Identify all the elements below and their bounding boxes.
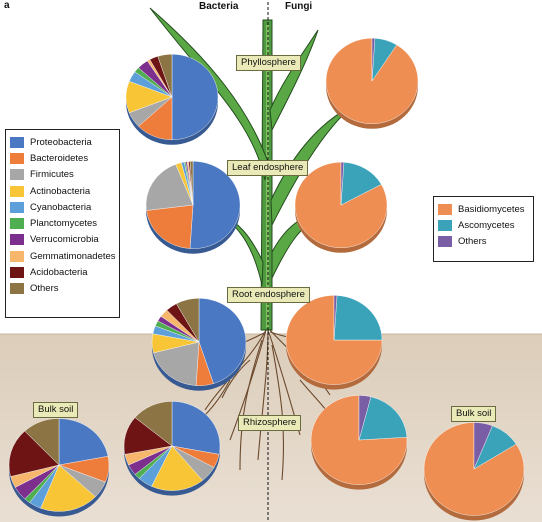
- pie-slice-others: [24, 418, 60, 466]
- pie-slice-actinobacteria: [40, 464, 96, 512]
- root-strand: [299, 379, 327, 411]
- bacteria-legend-item: Planctomycetes: [6, 215, 119, 231]
- bacteria-legend-item: Actinobacteria: [6, 183, 119, 199]
- fungi-legend-item: Others: [434, 234, 533, 250]
- legend-swatch: [10, 283, 24, 295]
- pie-slice-others: [340, 162, 345, 206]
- pie-slice-bacteroidetes: [146, 204, 194, 249]
- bulk-soil-tag-bacteria: Bulk soil: [33, 402, 79, 418]
- pie-slice-proteobacteria: [189, 161, 241, 249]
- pie-slice-ascomycetes: [333, 295, 383, 341]
- fungi-phyllosphere-pie: [325, 38, 419, 129]
- bacteria-legend-item: Bacteroidetes: [6, 150, 119, 166]
- bacteria-bulk-soil-pie: [8, 418, 110, 517]
- legend-swatch: [438, 236, 452, 248]
- pie-slice-others: [358, 395, 372, 441]
- fungi-root-endosphere-pie: [285, 295, 383, 390]
- legend-label: Verrucomicrobia: [30, 234, 99, 246]
- legend-swatch: [10, 201, 24, 213]
- legend-label: Basidiomycetes: [458, 203, 525, 215]
- leaf-endosphere-tag: Leaf endosphere: [227, 160, 309, 176]
- legend-label: Actinobacteria: [30, 185, 91, 197]
- pie-slice-proteobacteria: [198, 298, 247, 384]
- legend-label: Planctomycetes: [30, 218, 98, 230]
- bacteria-legend-item: Acidobacteria: [6, 264, 119, 280]
- legend-swatch: [10, 267, 24, 279]
- phyllosphere-tag: Phyllosphere: [236, 55, 301, 71]
- legend-label: Bacteroidetes: [30, 152, 89, 164]
- fungi-legend-item: Ascomycetes: [434, 217, 533, 233]
- legend-swatch: [10, 185, 24, 197]
- legend-label: Acidobacteria: [30, 267, 88, 279]
- legend-swatch: [10, 152, 24, 164]
- fungi-leaf-endosphere-pie: [294, 162, 388, 253]
- bacteria-legend-item: Firmicutes: [6, 167, 119, 183]
- fungi-rhizosphere-pie: [310, 395, 408, 490]
- root-strand: [221, 359, 251, 399]
- bacteria-legend-item: Gemmatimonadetes: [6, 248, 119, 264]
- leaf-upper-right: [269, 29, 319, 132]
- legend-label: Proteobacteria: [30, 136, 92, 148]
- fungi-header: Fungi: [285, 1, 313, 12]
- pie-slice-actinobacteria: [151, 445, 203, 491]
- legend-label: Others: [30, 283, 59, 295]
- pie-slice-others: [157, 54, 173, 98]
- leaf-upper-left: [149, 7, 270, 181]
- pie-slice-others: [176, 298, 200, 343]
- pie-slice-others: [134, 401, 173, 447]
- bacteria-leaf-endosphere-pie: [145, 161, 241, 254]
- legend-swatch: [10, 250, 24, 262]
- legend-swatch: [10, 169, 24, 181]
- bacteria-legend-item: Others: [6, 281, 119, 297]
- pie-slice-proteobacteria: [171, 401, 221, 455]
- pie-slice-ascomycetes: [358, 396, 408, 441]
- panel-label: a: [4, 0, 10, 11]
- bacteria-legend-item: Verrucomicrobia: [6, 232, 119, 248]
- bacteria-legend-item: Proteobacteria: [6, 134, 119, 150]
- root-strand: [204, 379, 231, 416]
- pie-slice-others: [473, 422, 493, 470]
- root-endosphere-tag: Root endosphere: [227, 287, 310, 303]
- bacteria-phyllosphere-pie: [125, 54, 219, 145]
- bulk-soil-tag-fungi: Bulk soil: [451, 406, 497, 422]
- legend-swatch: [10, 218, 24, 230]
- pie-slice-firmicutes: [153, 341, 200, 386]
- legend-label: Others: [458, 236, 487, 248]
- pie-slice-ascomycetes: [340, 162, 382, 206]
- rhizosphere-tag: Rhizosphere: [238, 415, 302, 431]
- bacteria-header: Bacteria: [199, 1, 239, 12]
- pie-slice-others: [333, 295, 338, 341]
- fungi-legend-item: Basidiomycetes: [434, 201, 533, 217]
- legend-label: Gemmatimonadetes: [30, 250, 116, 262]
- legend-label: Cyanobacteria: [30, 201, 92, 213]
- root-strand: [271, 344, 285, 481]
- bacteria-legend-item: Cyanobacteria: [6, 199, 119, 215]
- fungi-bulk-soil-pie: [423, 422, 525, 521]
- root-strand: [239, 339, 263, 471]
- pie-charts: [8, 38, 525, 521]
- pie-slice-others: [371, 38, 376, 82]
- legend-swatch: [10, 136, 24, 148]
- legend-swatch: [438, 203, 452, 215]
- fungi-legend: Basidiomycetes Ascomycetes Others: [433, 196, 534, 262]
- legend-label: Ascomycetes: [458, 219, 515, 231]
- bacteria-rhizosphere-pie: [123, 401, 221, 496]
- pie-slice-acidobacteria: [8, 430, 60, 477]
- legend-label: Firmicutes: [30, 169, 74, 181]
- pie-slice-others: [189, 161, 194, 206]
- legend-swatch: [10, 234, 24, 246]
- pie-slice-proteobacteria: [171, 54, 219, 140]
- pie-slice-basidiomycetes: [285, 295, 383, 385]
- legend-swatch: [438, 219, 452, 231]
- pie-slice-proteobacteria: [58, 418, 109, 466]
- pie-slice-firmicutes: [145, 164, 194, 211]
- bacteria-legend: Proteobacteria Bacteroidetes Firmicutes Act…: [5, 129, 120, 318]
- bacteria-root-endosphere-pie: [151, 298, 247, 391]
